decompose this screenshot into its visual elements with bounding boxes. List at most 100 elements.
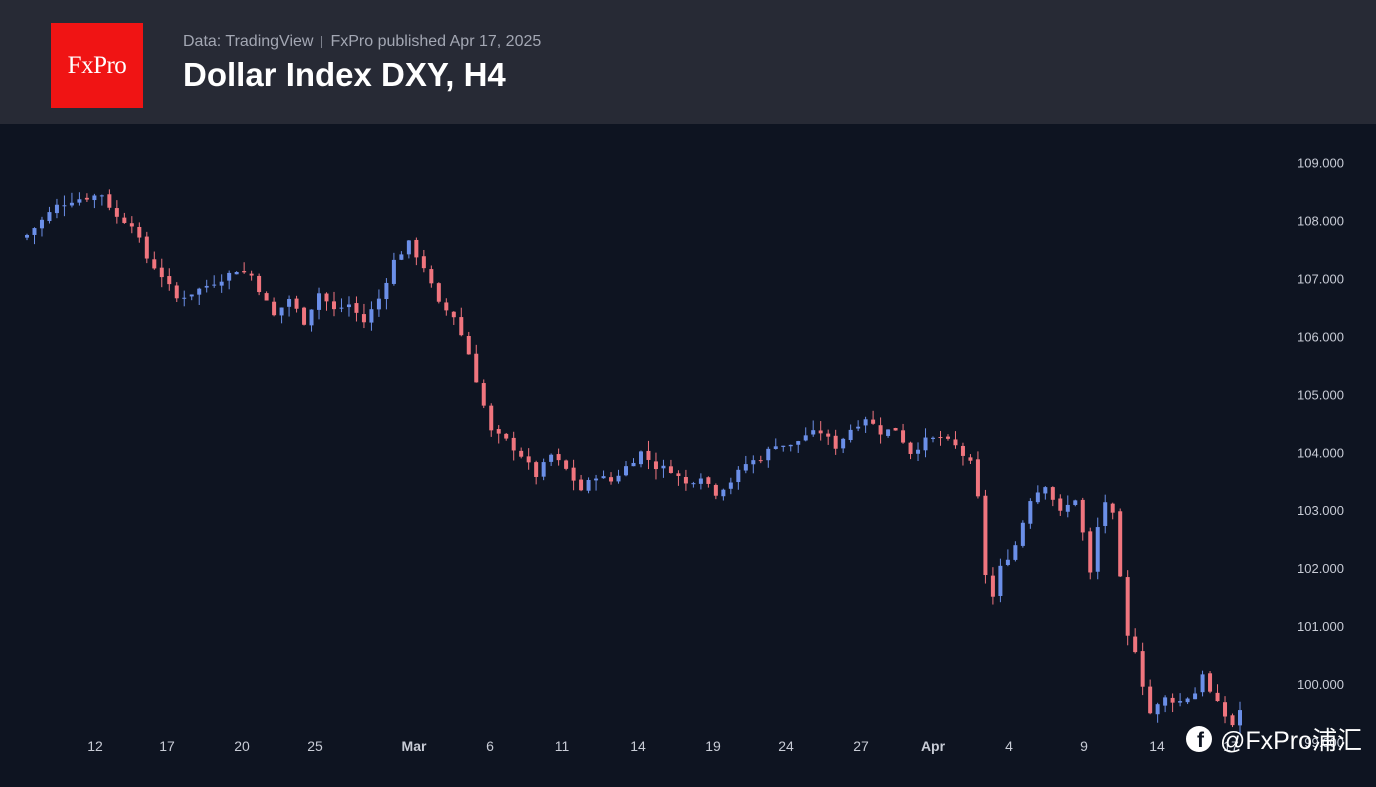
candle bbox=[182, 290, 187, 307]
candle bbox=[1050, 486, 1055, 507]
source-line: Data: TradingView FxPro published Apr 17… bbox=[183, 33, 541, 51]
candle bbox=[1058, 494, 1063, 516]
y-tick-label: 104.000 bbox=[1297, 445, 1344, 460]
candle bbox=[1133, 628, 1138, 654]
candle bbox=[863, 416, 868, 433]
candle bbox=[317, 287, 322, 320]
candle bbox=[1155, 702, 1160, 723]
candle bbox=[1073, 499, 1078, 507]
candle bbox=[227, 270, 232, 290]
candle bbox=[25, 233, 29, 241]
candle bbox=[579, 474, 584, 492]
candle bbox=[638, 450, 643, 468]
candle bbox=[668, 459, 673, 474]
x-tick-label: 11 bbox=[555, 738, 570, 754]
candle bbox=[609, 472, 614, 485]
y-tick-label: 99.000 bbox=[1304, 735, 1344, 750]
candle bbox=[249, 270, 254, 281]
x-tick-label: 6 bbox=[486, 738, 494, 754]
candle bbox=[773, 438, 778, 450]
candle bbox=[129, 216, 134, 234]
candle bbox=[189, 294, 194, 301]
candle bbox=[1065, 495, 1070, 518]
chart-area: 109.000 108.000 107.000 106.000 105.000 104.0… bbox=[0, 124, 1376, 787]
candle bbox=[152, 251, 157, 270]
candle bbox=[77, 192, 82, 206]
candle bbox=[916, 442, 921, 462]
candle bbox=[631, 458, 636, 467]
candle bbox=[781, 445, 786, 452]
candle bbox=[616, 469, 621, 484]
watermark-text: @FxPro浦汇 bbox=[1219, 727, 1362, 755]
candle bbox=[519, 447, 524, 459]
candle bbox=[586, 477, 591, 494]
candle bbox=[1170, 693, 1175, 713]
candle bbox=[1013, 541, 1018, 562]
candle bbox=[796, 440, 801, 453]
y-tick-label: 100.000 bbox=[1297, 677, 1344, 692]
candle bbox=[361, 303, 366, 329]
candle bbox=[331, 291, 336, 317]
candle bbox=[1125, 570, 1130, 646]
candle bbox=[541, 458, 546, 481]
candle bbox=[833, 429, 838, 455]
fxpro-logo: FxPro bbox=[51, 23, 143, 108]
candle bbox=[990, 567, 995, 605]
candle bbox=[144, 231, 149, 264]
candle bbox=[728, 477, 733, 495]
candle bbox=[564, 459, 569, 471]
candle bbox=[983, 489, 988, 584]
candle bbox=[272, 297, 277, 317]
candle bbox=[346, 296, 351, 317]
y-tick-label: 108.000 bbox=[1297, 213, 1344, 228]
candle bbox=[1140, 642, 1145, 696]
y-tick-label: 106.000 bbox=[1297, 329, 1344, 344]
candle bbox=[923, 428, 928, 458]
candle bbox=[691, 481, 696, 488]
candle bbox=[459, 307, 464, 337]
candle bbox=[653, 452, 658, 480]
candle bbox=[1215, 684, 1220, 702]
candle bbox=[369, 301, 374, 331]
candle bbox=[69, 192, 74, 208]
candle bbox=[549, 453, 554, 466]
candle bbox=[122, 212, 127, 224]
candle bbox=[421, 249, 426, 273]
candle bbox=[818, 421, 823, 441]
candle bbox=[1208, 671, 1213, 694]
candle bbox=[466, 331, 471, 355]
candle bbox=[62, 195, 67, 217]
candle bbox=[1080, 497, 1085, 541]
candle bbox=[893, 427, 898, 431]
candle bbox=[766, 446, 771, 468]
candle bbox=[302, 306, 307, 326]
candle bbox=[167, 268, 172, 291]
x-tick-label: Apr bbox=[921, 738, 946, 754]
candle bbox=[294, 295, 299, 313]
candle bbox=[1200, 670, 1205, 697]
candle bbox=[399, 251, 404, 261]
candle bbox=[683, 469, 688, 491]
watermark: f @FxPro浦汇 bbox=[1185, 722, 1362, 756]
y-tick-label: 101.000 bbox=[1297, 619, 1344, 634]
candle bbox=[481, 379, 486, 409]
candle bbox=[376, 289, 381, 317]
candle bbox=[1178, 693, 1183, 707]
candle bbox=[92, 193, 97, 209]
candle bbox=[414, 237, 419, 266]
candle bbox=[234, 271, 239, 275]
candle bbox=[159, 258, 164, 288]
candle bbox=[287, 295, 292, 317]
candle bbox=[84, 193, 89, 202]
x-tick-label: 20 bbox=[234, 738, 250, 754]
candle bbox=[279, 307, 284, 324]
x-tick-label: 27 bbox=[853, 738, 869, 754]
candle bbox=[960, 442, 965, 466]
candle bbox=[212, 275, 217, 288]
x-tick-label: 4 bbox=[1005, 738, 1013, 754]
candle bbox=[698, 473, 703, 490]
chart-title: Dollar Index DXY, H4 bbox=[183, 56, 506, 93]
candle bbox=[601, 470, 606, 479]
candle bbox=[339, 298, 344, 313]
candle bbox=[1223, 696, 1228, 724]
